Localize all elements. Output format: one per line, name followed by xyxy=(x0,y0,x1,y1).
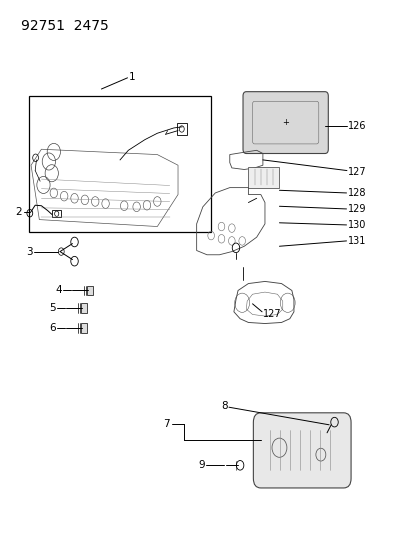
FancyBboxPatch shape xyxy=(242,92,328,154)
Bar xyxy=(87,286,93,295)
FancyBboxPatch shape xyxy=(253,413,350,488)
Text: 6: 6 xyxy=(50,323,56,333)
Text: 2: 2 xyxy=(16,207,22,216)
Text: 92751  2475: 92751 2475 xyxy=(21,19,108,33)
Text: 4: 4 xyxy=(56,286,62,295)
Bar xyxy=(248,167,279,188)
FancyBboxPatch shape xyxy=(252,101,318,144)
Text: 8: 8 xyxy=(221,401,228,411)
Bar xyxy=(52,210,61,217)
Bar xyxy=(81,323,86,333)
Bar xyxy=(29,96,211,232)
Bar xyxy=(176,123,187,135)
Text: 5: 5 xyxy=(50,303,56,313)
Text: 127: 127 xyxy=(262,310,281,319)
Text: 126: 126 xyxy=(347,122,366,131)
Text: 127: 127 xyxy=(347,167,366,176)
Text: 7: 7 xyxy=(163,419,170,429)
Text: 1: 1 xyxy=(128,72,135,82)
Text: 9: 9 xyxy=(198,461,205,470)
Text: +: + xyxy=(282,118,288,127)
Text: 128: 128 xyxy=(347,188,366,198)
Text: 129: 129 xyxy=(347,204,366,214)
Text: 130: 130 xyxy=(347,220,365,230)
Text: 131: 131 xyxy=(347,236,365,246)
Text: 3: 3 xyxy=(26,247,32,256)
Bar xyxy=(81,303,86,313)
